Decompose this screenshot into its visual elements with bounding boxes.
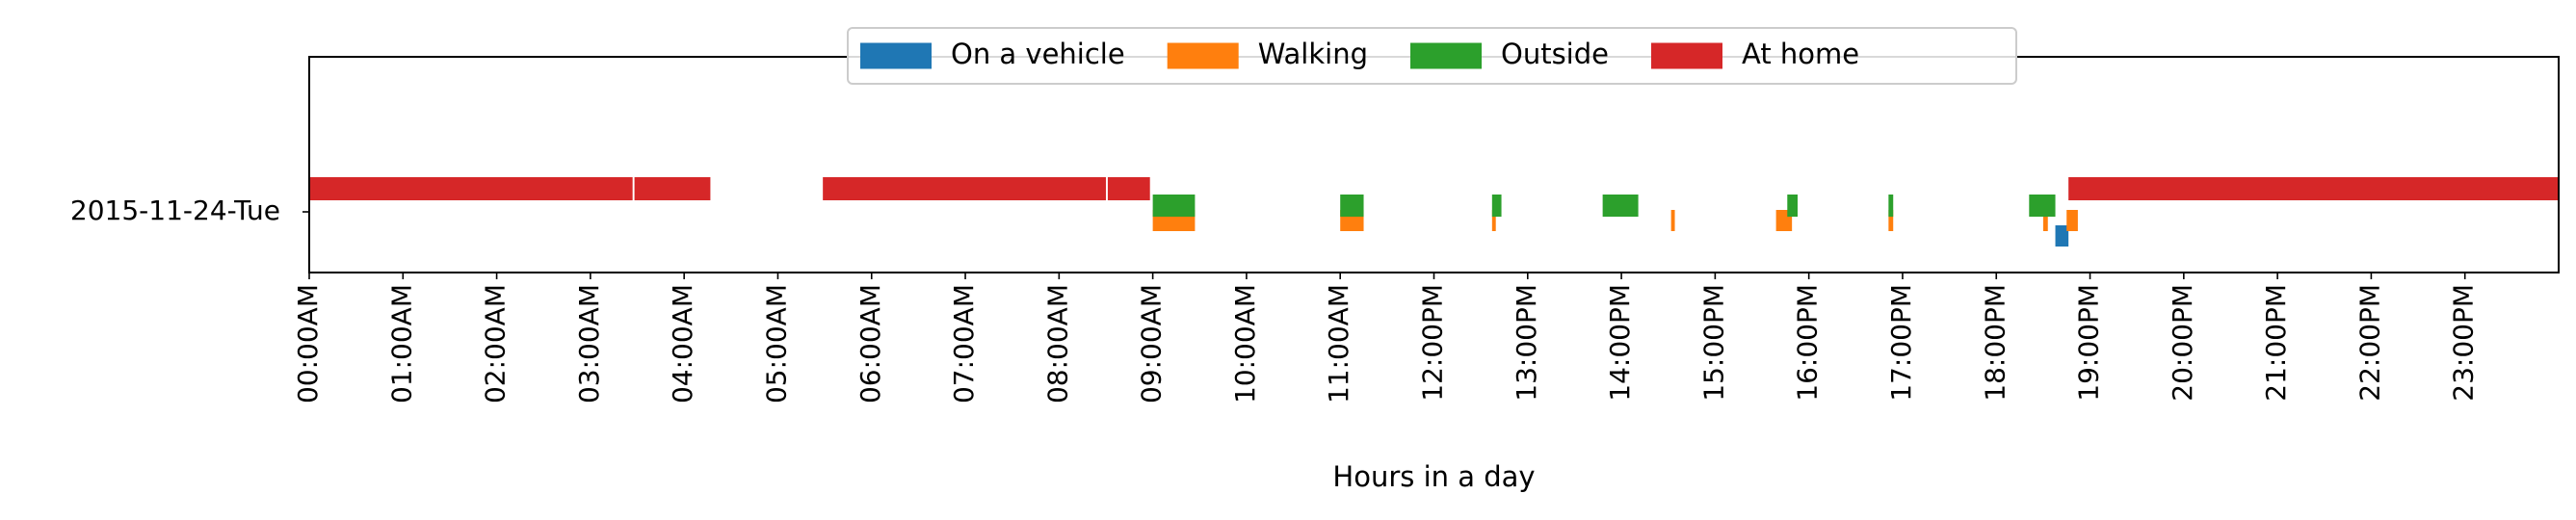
x-tick-label: 02:00AM [480,284,512,403]
outside-bar [1888,195,1894,217]
series-at-home [309,177,2559,200]
row-axis: 2015-11-24-Tue [70,195,309,226]
x-tick-label: 16:00PM [1792,284,1824,402]
x-tick-label: 06:00AM [854,284,886,403]
x-tick-label: 00:00AM [292,284,324,403]
x-tick-label: 23:00PM [2448,284,2480,402]
x-tick-label: 20:00PM [2167,284,2198,402]
legend-label: Outside [1501,38,1609,70]
walking-bar [2066,210,2078,231]
walking-bar [1888,210,1894,231]
outside-bar [1491,195,1502,217]
on-a-vehicle-bar [2055,225,2069,247]
x-tick-label: 03:00AM [573,284,605,403]
legend-label: At home [1742,38,1859,70]
marks-layer [309,177,2559,247]
at-home-bar [634,177,711,200]
series-on-a-vehicle [2055,225,2069,247]
legend-swatch [1410,42,1482,69]
series-outside [1152,195,2056,217]
walking-bar [2042,210,2048,231]
x-tick-label: 08:00AM [1041,284,1073,403]
x-tick-label: 14:00PM [1604,284,1636,402]
legend-swatch [1167,42,1239,69]
outside-bar [1787,195,1798,217]
legend-item-walking: Walking [1167,38,1368,70]
x-tick-label: 18:00PM [1979,284,2011,402]
outside-bar [1340,195,1364,217]
outside-bar [1602,195,1639,217]
x-tick-label: 10:00AM [1229,284,1261,403]
at-home-bar [2068,177,2559,200]
x-tick-label: 17:00PM [1885,284,1917,402]
x-tick-label: 11:00AM [1323,284,1354,403]
walking-bar [1491,210,1496,231]
legend-item-outside: Outside [1410,38,1609,70]
x-tick-label: 07:00AM [948,284,980,403]
x-axis: 00:00AM 01:00AM 02:00AM 03:00AM 04:00AM 05:00… [292,273,2480,403]
x-tick-label: 19:00PM [2073,284,2105,402]
x-tick-label: 21:00PM [2260,284,2292,402]
legend-item-at-home: At home [1651,38,1859,70]
legend-label: Walking [1258,38,1368,70]
at-home-bar [1107,177,1150,200]
x-axis-title: Hours in a day [1332,460,1535,493]
at-home-bar [309,177,633,200]
outside-bar [2029,195,2056,217]
x-tick-label: 13:00PM [1511,284,1542,402]
x-tick-label: 05:00AM [760,284,792,403]
legend-swatch [1651,42,1722,69]
at-home-bar [823,177,1106,200]
x-tick-label: 04:00AM [667,284,698,403]
legend: On a vehicle Walking Outside At home [847,27,2017,85]
legend-swatch [860,42,932,69]
outside-bar [1152,195,1196,217]
x-tick-label: 12:00PM [1417,284,1449,402]
walking-bar [1670,210,1675,231]
x-tick-label: 15:00PM [1697,284,1729,402]
row-label: 2015-11-24-Tue [70,195,280,226]
x-tick-label: 22:00PM [2353,284,2385,402]
x-tick-label: 09:00AM [1136,284,1168,403]
plot-frame [308,56,2560,273]
x-tick-label: 01:00AM [385,284,417,403]
legend-label: On a vehicle [951,38,1125,70]
legend-item-on-a-vehicle: On a vehicle [860,38,1125,70]
